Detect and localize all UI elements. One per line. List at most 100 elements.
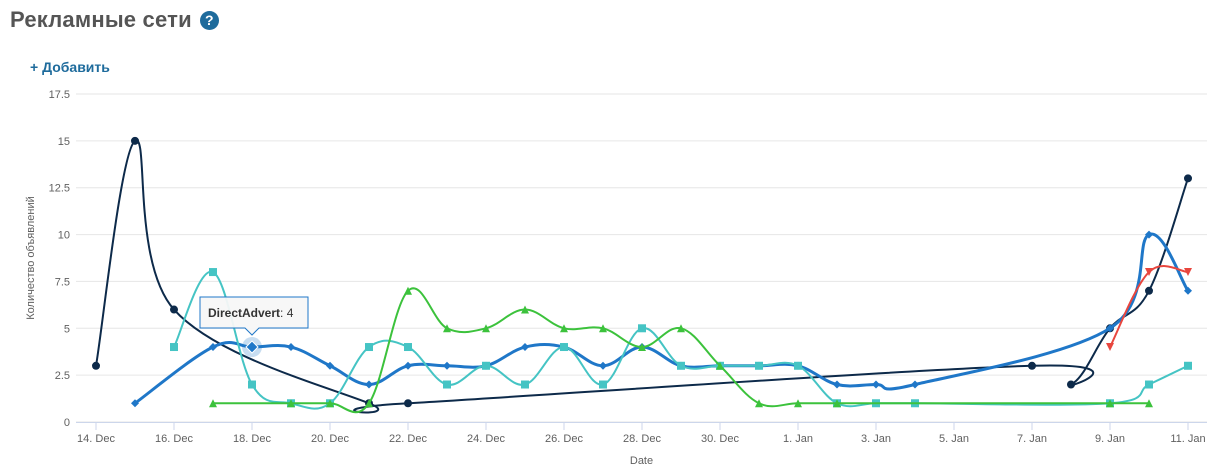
data-point[interactable] xyxy=(170,343,178,352)
x-tick-label: 3. Jan xyxy=(861,433,891,445)
data-point[interactable] xyxy=(404,361,412,370)
grid-lines xyxy=(76,93,1207,423)
data-point[interactable] xyxy=(209,343,217,352)
data-point[interactable] xyxy=(92,361,100,370)
data-point[interactable] xyxy=(599,324,607,333)
data-point[interactable] xyxy=(1145,230,1153,239)
data-point[interactable] xyxy=(404,286,412,295)
data-point[interactable] xyxy=(404,399,412,408)
x-tick-label: 7. Jan xyxy=(1017,433,1047,445)
data-point[interactable] xyxy=(677,324,685,333)
data-point[interactable] xyxy=(365,399,373,408)
data-point[interactable] xyxy=(560,324,568,333)
x-tick-label: 16. Dec xyxy=(155,433,193,445)
data-point[interactable] xyxy=(131,136,139,145)
data-point[interactable] xyxy=(638,343,646,352)
tooltip-separator: : xyxy=(280,306,287,320)
data-point[interactable] xyxy=(833,399,841,408)
data-point[interactable] xyxy=(716,361,724,370)
data-point[interactable] xyxy=(794,361,802,370)
data-point[interactable] xyxy=(131,399,139,408)
data-point[interactable] xyxy=(209,399,217,408)
data-point[interactable] xyxy=(833,380,841,389)
data-point[interactable] xyxy=(443,324,451,333)
data-point[interactable] xyxy=(755,361,763,370)
data-point[interactable] xyxy=(677,361,685,370)
y-tick-label: 17.5 xyxy=(49,89,70,101)
y-tick-label: 2.5 xyxy=(55,370,70,382)
data-point[interactable] xyxy=(1184,286,1192,295)
data-point[interactable] xyxy=(638,324,646,333)
question-circle-icon[interactable]: ? xyxy=(199,10,219,30)
y-tick-label: 0 xyxy=(64,417,70,429)
x-tick-label: 1. Jan xyxy=(783,433,813,445)
data-point[interactable] xyxy=(560,343,568,352)
series-line xyxy=(212,287,1150,414)
data-point[interactable] xyxy=(209,268,217,277)
series-line xyxy=(95,139,1189,414)
data-point[interactable] xyxy=(287,399,295,408)
data-point[interactable] xyxy=(482,361,490,370)
data-point[interactable] xyxy=(326,361,334,370)
series-5 xyxy=(1106,265,1192,352)
tooltip: DirectAdvert: 4 xyxy=(199,296,309,358)
data-point[interactable] xyxy=(521,305,529,314)
data-point[interactable] xyxy=(170,305,178,314)
data-point[interactable] xyxy=(794,399,802,408)
x-tick-label: 30. Dec xyxy=(701,433,739,445)
page-title: Рекламные сети ? xyxy=(10,7,219,33)
x-tick-label: 24. Dec xyxy=(467,433,505,445)
data-point[interactable] xyxy=(404,343,412,352)
data-point[interactable] xyxy=(1106,343,1114,352)
data-point[interactable] xyxy=(872,380,880,389)
data-point[interactable] xyxy=(443,380,451,389)
tooltip-box xyxy=(199,296,309,336)
axes: 0 2.5 5 7.5 10 12.5 15 17.5 14. Dec 16. Dec 18. De… xyxy=(25,89,1207,467)
series-1 xyxy=(92,136,1192,414)
data-point[interactable] xyxy=(1184,174,1192,183)
data-point[interactable] xyxy=(365,343,373,352)
hover-point xyxy=(245,340,259,354)
data-point[interactable] xyxy=(1145,286,1153,295)
data-point[interactable] xyxy=(521,380,529,389)
y-tick-label: 12.5 xyxy=(49,183,70,195)
tooltip-value: 4 xyxy=(287,306,294,320)
series-layer xyxy=(92,136,1192,414)
data-point[interactable] xyxy=(1184,361,1192,370)
x-tick-label: 9. Jan xyxy=(1095,433,1125,445)
x-tick-label: 22. Dec xyxy=(389,433,427,445)
data-point[interactable] xyxy=(1145,380,1153,389)
y-tick-label: 15 xyxy=(58,136,70,148)
x-axis-title: Date xyxy=(630,455,653,467)
data-point[interactable] xyxy=(1028,361,1036,370)
series-line xyxy=(133,232,1190,405)
add-network-button[interactable]: + Добавить xyxy=(30,59,110,75)
x-tick-label: 18. Dec xyxy=(233,433,271,445)
data-point[interactable] xyxy=(599,361,607,370)
data-point[interactable] xyxy=(1106,399,1114,408)
data-point[interactable] xyxy=(755,399,763,408)
series-4 xyxy=(209,286,1153,414)
data-point[interactable] xyxy=(1145,399,1153,408)
x-tick-label: 28. Dec xyxy=(623,433,661,445)
data-point[interactable] xyxy=(1184,268,1192,277)
x-tick-label: 14. Dec xyxy=(77,433,115,445)
tooltip-text: DirectAdvert: 4 xyxy=(208,306,294,320)
data-point[interactable] xyxy=(482,324,490,333)
data-point[interactable] xyxy=(599,380,607,389)
data-point[interactable] xyxy=(1067,380,1075,389)
x-tick-label: 5. Jan xyxy=(939,433,969,445)
data-point[interactable] xyxy=(287,343,295,352)
data-point[interactable] xyxy=(326,399,334,408)
data-point[interactable] xyxy=(248,380,256,389)
y-axis-title: Количество объявлений xyxy=(25,196,37,320)
data-point[interactable] xyxy=(1145,268,1153,277)
page-title-text: Рекламные сети xyxy=(10,7,192,32)
data-point[interactable] xyxy=(521,343,529,352)
x-tick-label: 26. Dec xyxy=(545,433,583,445)
data-point[interactable] xyxy=(911,380,919,389)
data-point[interactable] xyxy=(1106,324,1114,333)
data-point[interactable] xyxy=(443,361,451,370)
data-point[interactable] xyxy=(365,380,373,389)
